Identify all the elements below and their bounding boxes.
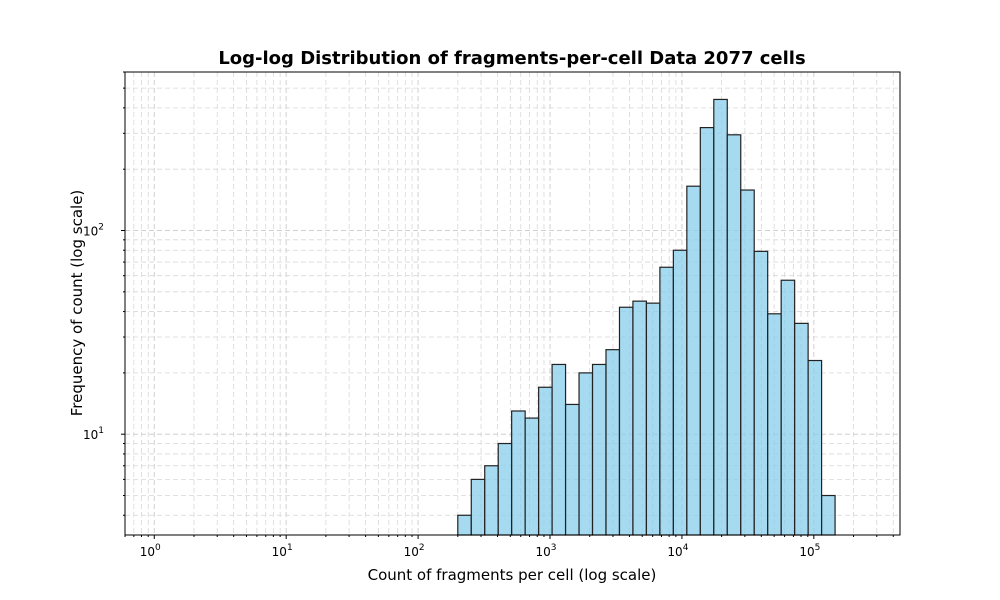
chart-title: Log-log Distribution of fragments-per-ce… [218,48,805,69]
histogram-bar [511,410,526,536]
histogram-bar [632,300,648,536]
histogram-bar [794,322,809,536]
x-axis-label: Count of fragments per cell (log scale) [368,566,657,584]
histogram-bar [726,134,742,536]
histogram-bar [591,363,607,536]
histogram-bar [767,313,782,536]
histogram-bar [780,279,796,536]
histogram-bar [699,127,715,536]
plot-frame [124,71,901,536]
histogram-bar [672,249,688,536]
histogram-bar [551,363,567,536]
histogram-bar [457,514,472,536]
histogram-bar [605,349,621,536]
histogram-bar [538,386,553,536]
histogram-bar [807,359,823,536]
histogram-bar [686,185,701,536]
histogram-bar [740,189,755,536]
histogram-bars [457,98,836,536]
histogram-bar [659,266,674,536]
histogram-bar [713,98,728,536]
histogram-bar [470,478,486,536]
histogram-bar [820,494,836,536]
histogram-bar [645,302,661,536]
histogram-bar [497,442,513,536]
histogram-bar [753,250,769,536]
histogram-bar [578,372,594,536]
y-axis-label: Frequency of count (log scale) [68,190,86,417]
histogram-bar [524,417,540,536]
histogram-bar [564,403,580,536]
histogram-bar [484,465,499,536]
histogram-bar [618,306,634,536]
